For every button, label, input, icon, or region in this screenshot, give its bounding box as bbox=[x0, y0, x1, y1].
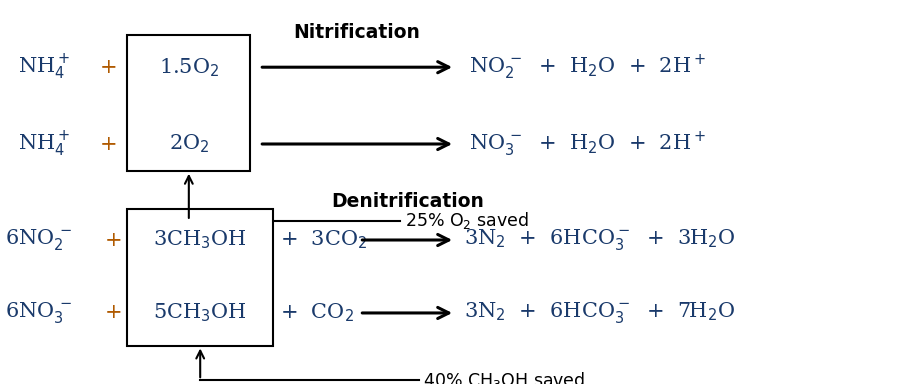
Text: 2O$_2$: 2O$_2$ bbox=[168, 133, 209, 155]
Text: 40% CH$_3$OH saved: 40% CH$_3$OH saved bbox=[423, 370, 585, 384]
Text: +: + bbox=[105, 230, 122, 250]
Text: 3N$_2$  +  6HCO$_3^-$  +  3H$_2$O: 3N$_2$ + 6HCO$_3^-$ + 3H$_2$O bbox=[464, 227, 735, 253]
Text: Nitrification: Nitrification bbox=[294, 23, 420, 42]
Text: NH$_4^+$: NH$_4^+$ bbox=[18, 53, 70, 82]
Text: NH$_4^+$: NH$_4^+$ bbox=[18, 129, 70, 159]
Text: 6NO$_3^{\,-}$: 6NO$_3^{\,-}$ bbox=[5, 300, 71, 326]
Text: NO$_2^{\,-}$  +  H$_2$O  +  2H$^+$: NO$_2^{\,-}$ + H$_2$O + 2H$^+$ bbox=[469, 53, 706, 82]
Text: 3CH$_3$OH: 3CH$_3$OH bbox=[154, 229, 247, 251]
Text: +: + bbox=[100, 134, 117, 154]
Text: +  CO$_2$: + CO$_2$ bbox=[280, 302, 354, 324]
Text: 3N$_2$  +  6HCO$_3^-$  +  7H$_2$O: 3N$_2$ + 6HCO$_3^-$ + 7H$_2$O bbox=[464, 300, 735, 326]
Text: +: + bbox=[100, 58, 117, 77]
Text: 1.5O$_2$: 1.5O$_2$ bbox=[158, 56, 219, 78]
Text: 5CH$_3$OH: 5CH$_3$OH bbox=[154, 302, 247, 324]
Text: NO$_3^{\,-}$  +  H$_2$O  +  2H$^+$: NO$_3^{\,-}$ + H$_2$O + 2H$^+$ bbox=[469, 129, 706, 159]
FancyBboxPatch shape bbox=[127, 35, 250, 171]
Text: 6NO$_2^{\,-}$: 6NO$_2^{\,-}$ bbox=[5, 227, 71, 253]
Text: +: + bbox=[105, 303, 122, 323]
FancyBboxPatch shape bbox=[127, 209, 273, 346]
Text: +  3CO$_2$: + 3CO$_2$ bbox=[280, 229, 368, 251]
Text: Denitrification: Denitrification bbox=[331, 192, 483, 211]
Text: 25% O$_2$ saved: 25% O$_2$ saved bbox=[405, 210, 529, 231]
